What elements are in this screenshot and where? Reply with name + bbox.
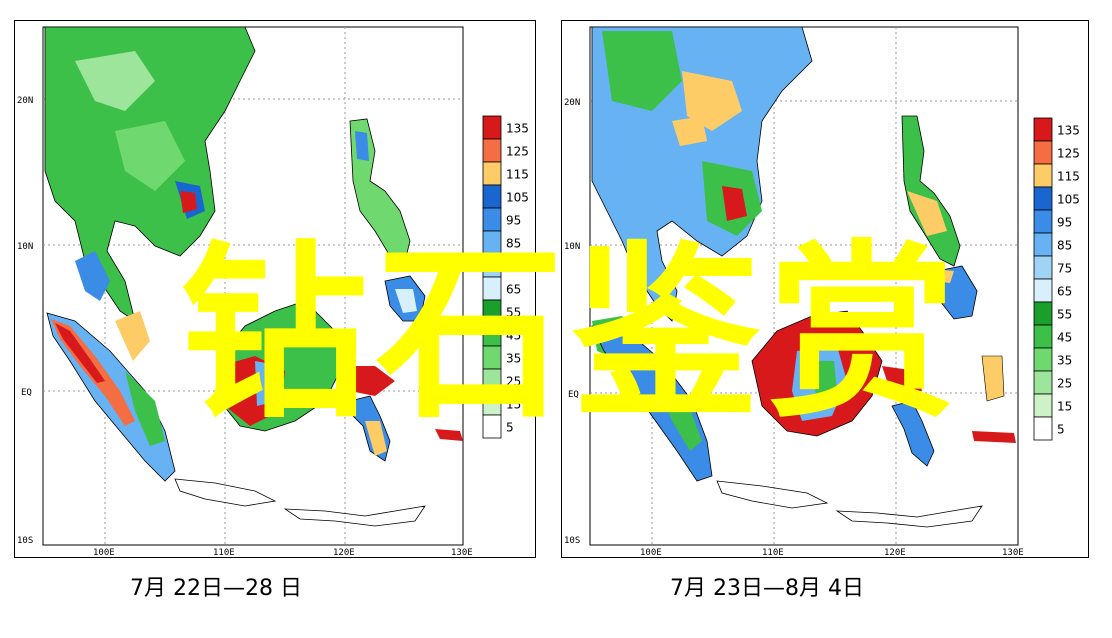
lat-label: 20N [17,96,33,106]
legend-label: 125 [506,145,529,159]
legend-swatch [1033,186,1053,211]
legend-swatch [482,115,502,140]
lat-label: EQ [568,390,579,400]
lon-label: 110E [762,548,784,558]
lat-label: 10S [17,536,33,546]
lat-label: 10N [17,242,33,252]
legend-swatch [1033,278,1053,303]
legend-label: 115 [506,168,529,182]
legend-label: 125 [1057,147,1080,161]
legend-swatch [1033,393,1053,418]
legend-label: 45 [506,329,521,343]
legend-label: 105 [1057,193,1080,207]
lon-label: 120E [884,548,906,558]
legend-label: 5 [1057,423,1065,437]
legend-label: 115 [1057,170,1080,184]
map-panel-left: 20N 10N EQ 10S 100E 110E 120E 130E 135 12… [14,20,536,558]
caption-left: 7月 22日—28 日 [130,576,302,601]
map-panel-right: 20N 10N EQ 10S 100E 110E 120E 130E 135 12… [561,20,1089,558]
sulawesi-shape [891,400,935,467]
lat-label: EQ [21,388,32,398]
watermark-text: 钻石鉴赏 [180,225,964,444]
legend-label: 65 [506,283,521,297]
legend-swatch [1033,324,1053,349]
legend-label: 35 [506,352,521,366]
legend-label: 135 [1057,124,1080,138]
legend-swatch [1033,209,1053,234]
legend-label: 65 [1057,285,1072,299]
lon-label: 120E [333,548,355,558]
lat-axis-labels: 20N 10N EQ 10S [564,98,580,546]
legend-swatch [1033,370,1053,395]
legend-label: 45 [1057,331,1072,345]
legend-label: 75 [506,260,521,274]
legend-swatch [482,138,502,163]
color-legend: 135 125 115 105 95 85 75 65 55 45 35 25 15 5 [482,115,529,439]
lon-label: 100E [93,548,115,558]
legend-label: 75 [1057,262,1072,276]
lat-axis-labels: 20N 10N EQ 10S [17,96,33,546]
legend-label: 25 [1057,377,1072,391]
lon-label: 130E [1002,548,1024,558]
legend-swatch [1033,140,1053,165]
legend-label: 35 [1057,354,1072,368]
lon-label: 110E [213,548,235,558]
color-legend: 135 125 115 105 95 85 75 65 55 45 35 25 15 5 [1033,117,1080,441]
legend-swatch [482,414,502,439]
legend-swatch [1033,255,1053,280]
sumatra-shape [591,325,713,482]
legend-label: 15 [506,398,521,412]
lon-axis-labels: 100E 110E 120E 130E [640,548,1024,558]
legend-label: 95 [1057,216,1072,230]
legend-label: 85 [1057,239,1072,253]
legend-swatch [1033,163,1053,188]
map-right-svg: 20N 10N EQ 10S 100E 110E 120E 130E 135 12… [564,26,1080,558]
legend-swatch [1033,117,1053,142]
caption-right: 7月 23日—8月 4日 [670,576,864,601]
lon-axis-labels: 100E 110E 120E 130E [93,548,473,558]
legend-label: 25 [506,375,521,389]
legend-swatch [482,161,502,186]
lat-label: 10S [564,536,580,546]
legend-label: 15 [1057,400,1072,414]
lon-label: 100E [640,548,662,558]
lat-label: 10N [564,242,580,252]
legend-swatch [482,184,502,209]
legend-label: 105 [506,191,529,205]
lon-label: 130E [451,548,473,558]
legend-swatch [1033,416,1053,441]
legend-swatch [1033,347,1053,372]
legend-label: 95 [506,214,521,228]
lat-label: 20N [564,98,580,108]
legend-swatch [1033,232,1053,257]
legend-label: 55 [506,306,521,320]
legend-label: 55 [1057,308,1072,322]
legend-label: 5 [506,421,514,435]
map-left-svg: 20N 10N EQ 10S 100E 110E 120E 130E 135 12… [17,26,529,558]
legend-label: 85 [506,237,521,251]
legend-swatch [1033,301,1053,326]
legend-label: 135 [506,122,529,136]
